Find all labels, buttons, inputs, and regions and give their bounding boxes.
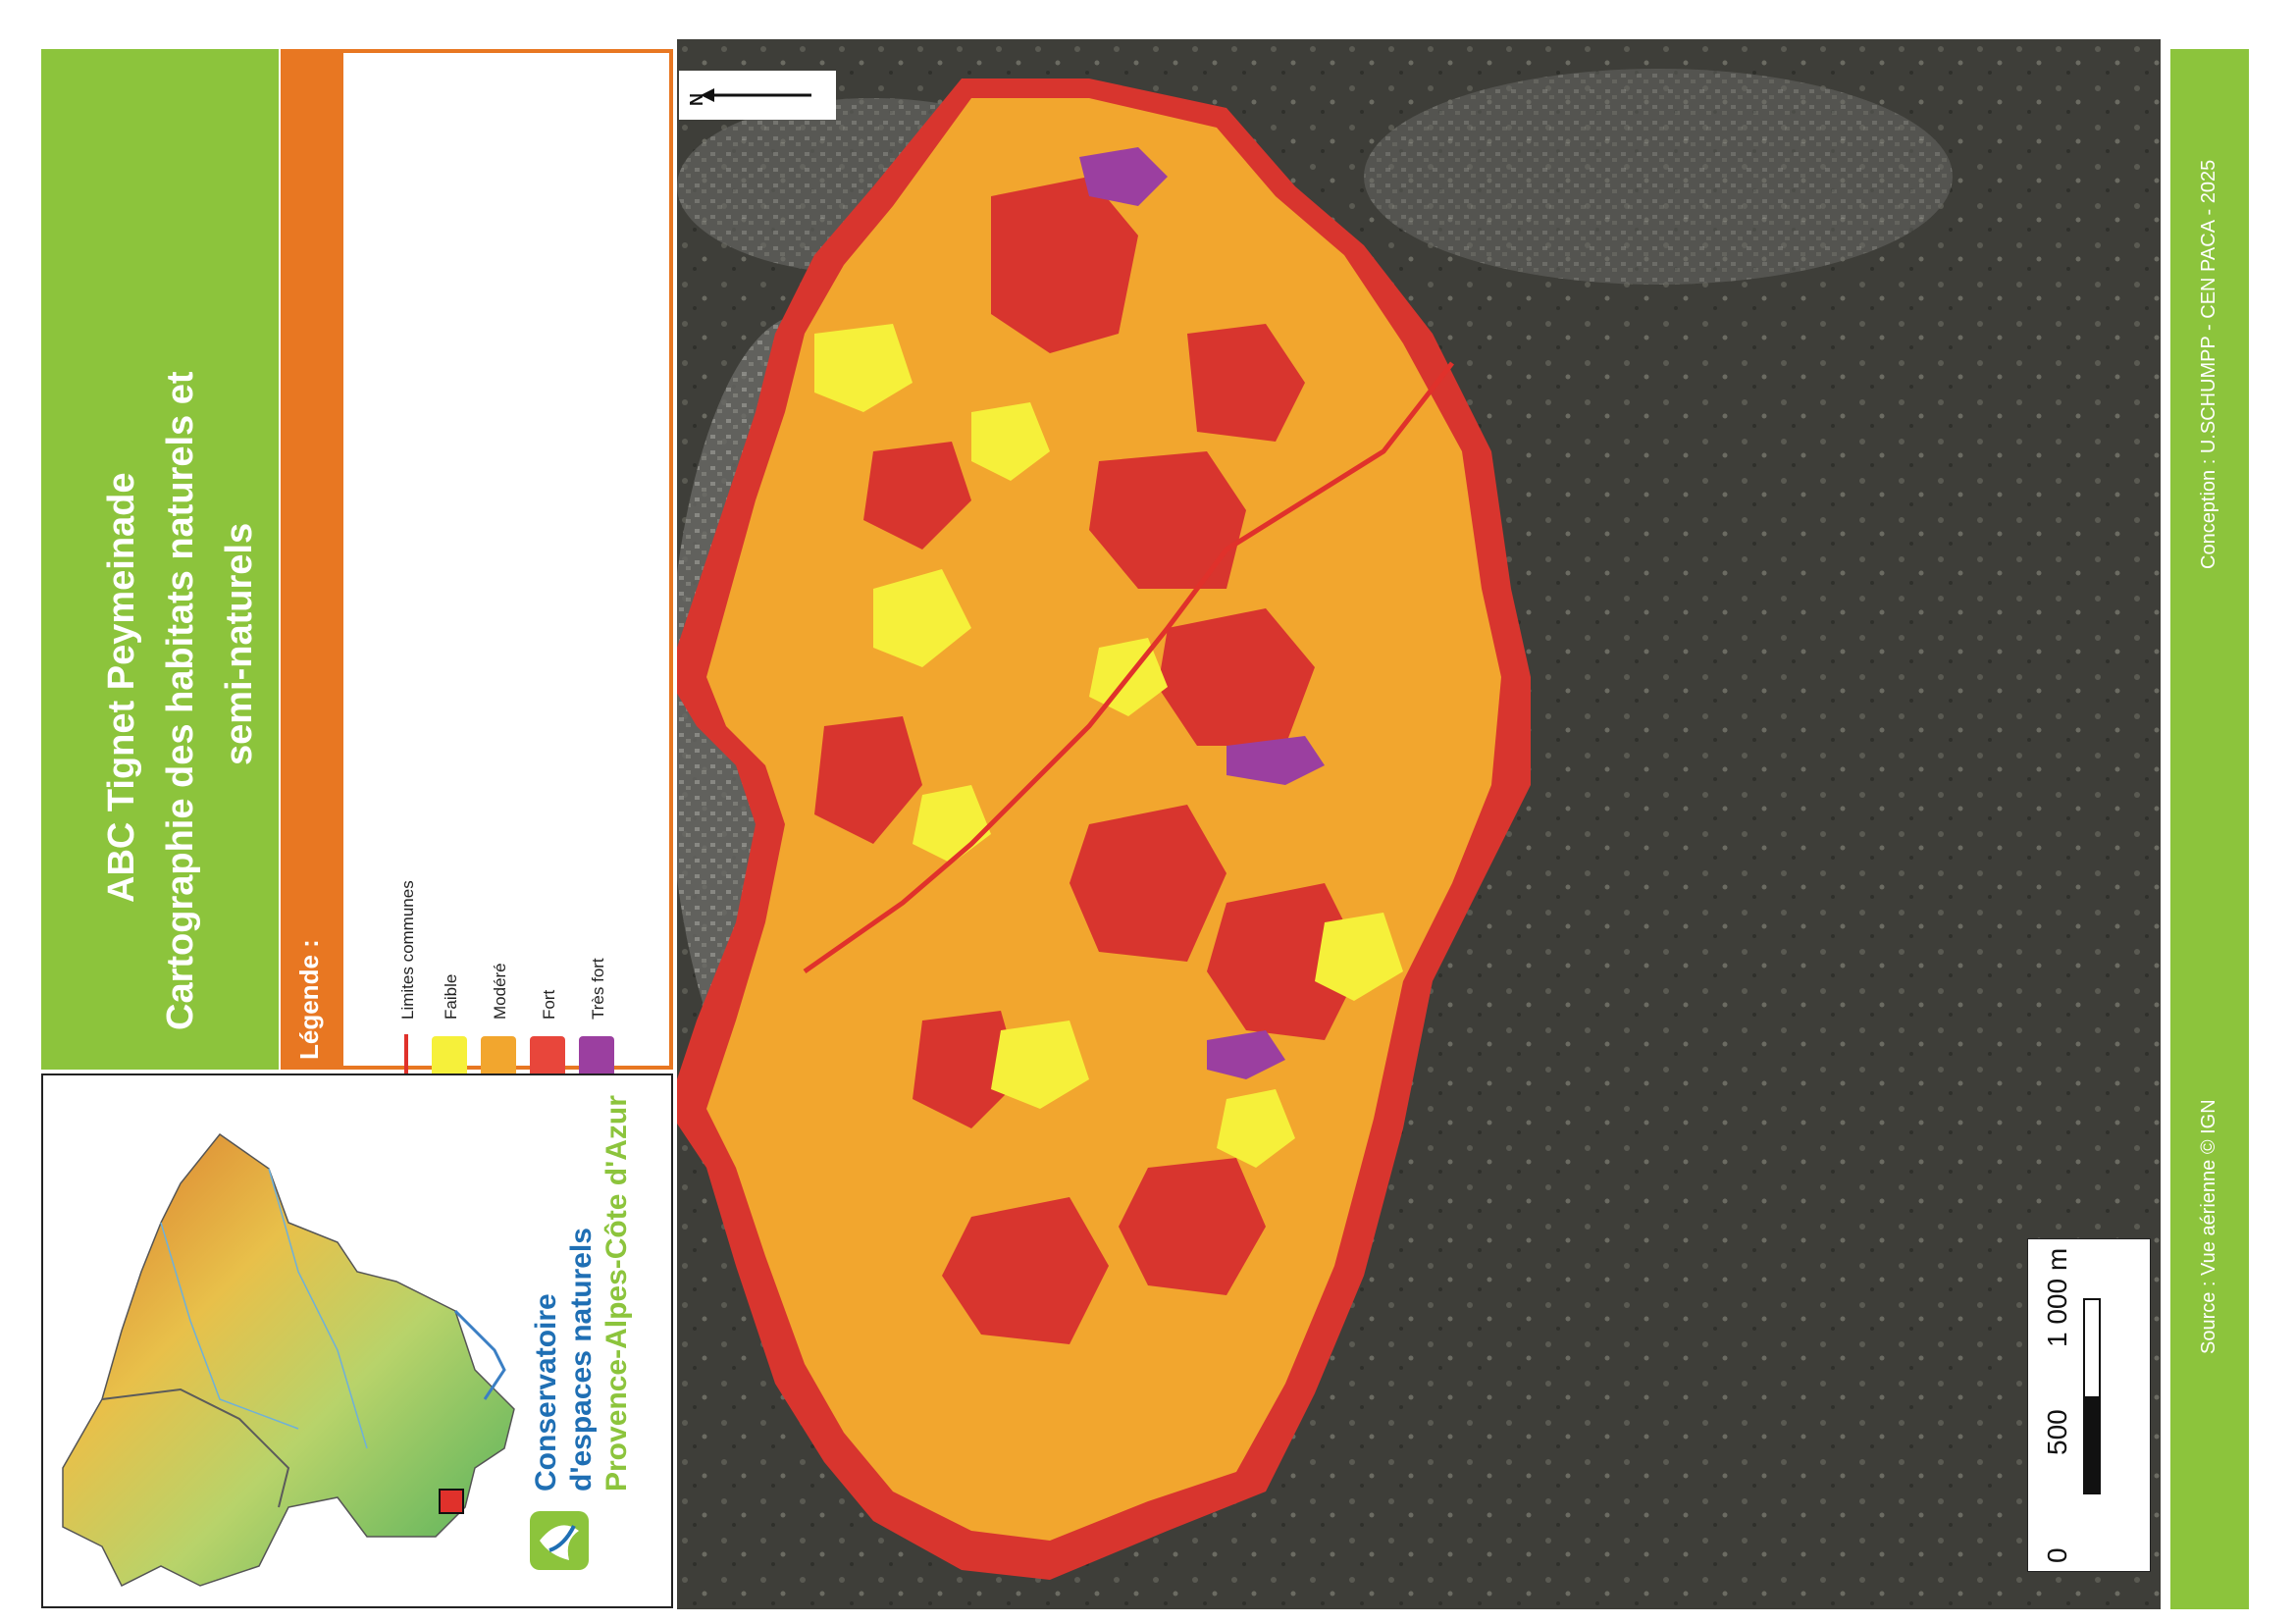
credit-conception: Conception : U.SCHUMPP - CEN PACA - 2025 (2198, 159, 2219, 569)
logo-line3: Provence-Alpes-Côte d'Azur (600, 1095, 633, 1492)
legend-label-tres-fort: Très fort (589, 958, 607, 1020)
legend: Limites communes Faible Modéré Fort Très… (339, 49, 673, 1077)
zone-faible-2 (873, 569, 971, 667)
north-label: N (687, 93, 706, 106)
logo-line2: d'espaces naturels (565, 1228, 598, 1492)
habitat-map[interactable] (677, 39, 2161, 1609)
inset-location-marker (439, 1489, 464, 1514)
legend-heading: Légende : (294, 939, 324, 1060)
title-band: ABC Tignet Peymeinade Cartographie des h… (41, 49, 279, 1070)
legend-swatch-fort (530, 1036, 565, 1077)
north-arrow: N (679, 71, 836, 120)
credit-band: Conception : U.SCHUMPP - CEN PACA - 2025… (2170, 49, 2249, 1609)
zone-fort-1 (991, 177, 1138, 353)
legend-label-fort: Fort (540, 989, 558, 1020)
map-title-line3: semi-naturels (219, 522, 260, 765)
scale-bar-segment-dark (2083, 1396, 2101, 1494)
zone-faible-6 (1217, 1089, 1295, 1168)
zone-fort-7 (1119, 1158, 1266, 1295)
zone-fort-9 (1187, 324, 1305, 442)
legend-label-faible: Faible (442, 973, 460, 1020)
legend-swatch-modere (481, 1036, 516, 1077)
scale-label-1000: 1 000 m (2042, 1247, 2072, 1347)
zone-faible-3 (971, 402, 1050, 481)
inset-relief-map (62, 1132, 515, 1588)
legend-swatch-faible (432, 1036, 467, 1077)
zone-faible-7 (1315, 913, 1403, 1001)
scale-bar: 0 500 1 000 m (2027, 1238, 2151, 1572)
inset-locator-map (41, 1073, 673, 1608)
zone-faible-5 (991, 1021, 1089, 1109)
zone-fort-3 (1158, 608, 1315, 746)
credit-source: Source : Vue aérienne © IGN (2198, 1099, 2219, 1354)
cen-logo-icon (530, 1511, 589, 1570)
habitat-map-canvas (677, 39, 2161, 1609)
legend-header-strip: Légende : (281, 49, 339, 1070)
zone-tres-fort-3 (1207, 1030, 1285, 1079)
zone-tres-fort-1 (1079, 147, 1168, 206)
north-arrow-icon (701, 88, 811, 102)
scale-label-500: 500 (2042, 1409, 2072, 1455)
scale-label-0: 0 (2042, 1547, 2072, 1563)
zone-tres-fort-2 (1226, 736, 1325, 785)
zone-fort-6 (942, 1197, 1109, 1344)
cen-logo-text: Conservatoire d'espaces naturels Provenc… (530, 1079, 677, 1501)
legend-label-limites: Limites communes (398, 880, 417, 1020)
legend-label-modere: Modéré (491, 963, 509, 1020)
zone-fort-10 (863, 442, 971, 550)
map-title-line1: ABC Tignet Peymeinade (101, 472, 142, 903)
zone-fort-11 (913, 1011, 1020, 1128)
commune-boundary-line (803, 361, 1454, 974)
legend-swatch-limites (404, 1034, 408, 1073)
zone-fort-2 (1089, 451, 1246, 589)
zone-fort-8 (814, 716, 922, 844)
legend-swatch-tres-fort (579, 1036, 614, 1077)
zone-fort-4 (1070, 805, 1226, 962)
logo-line1: Conservatoire (530, 1293, 562, 1492)
map-title-line2: Cartographie des habitats naturels et (160, 371, 201, 1031)
zone-faible-1 (814, 324, 913, 412)
